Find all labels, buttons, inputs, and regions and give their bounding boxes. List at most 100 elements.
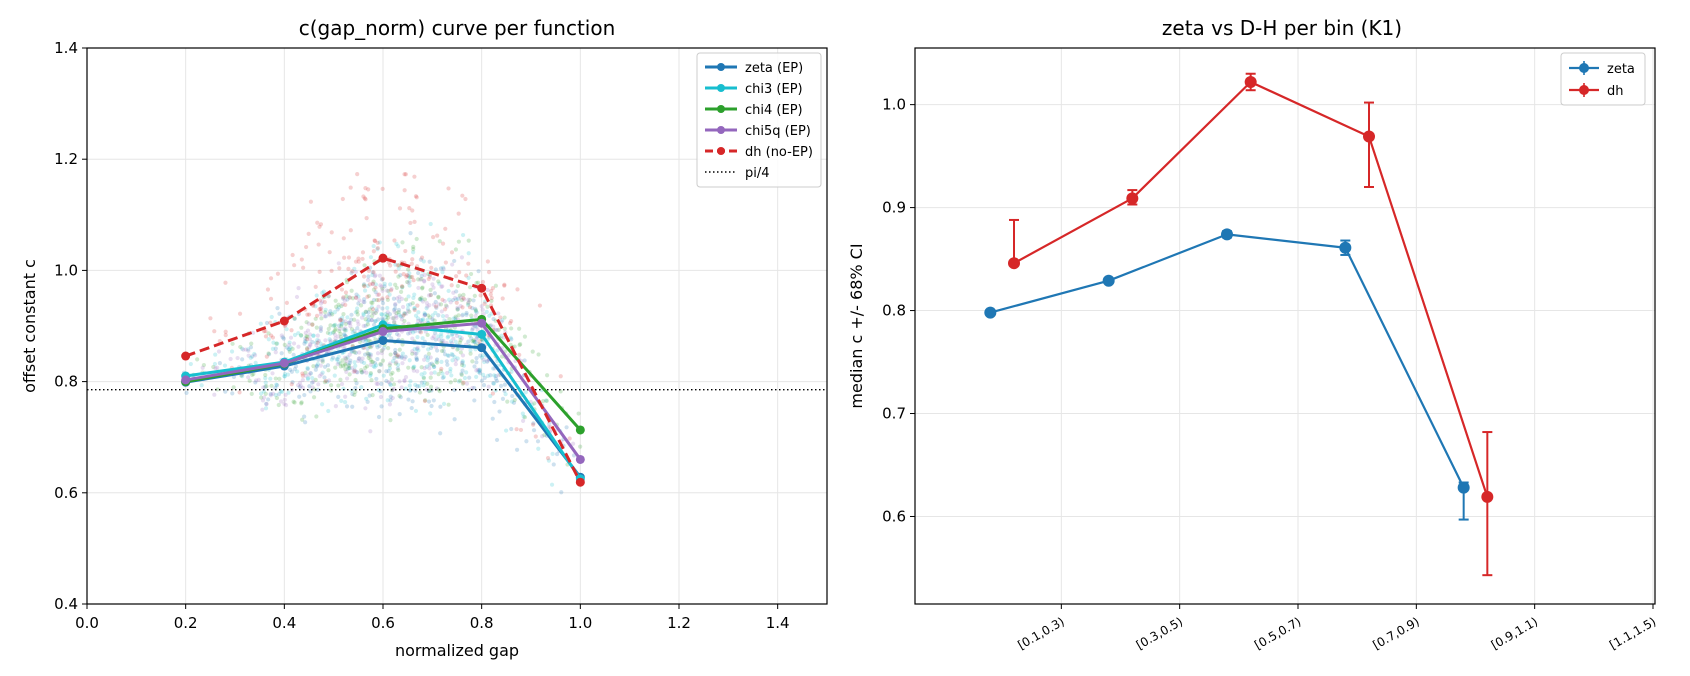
scatter-point bbox=[551, 462, 556, 467]
scatter-point bbox=[411, 244, 416, 250]
scatter-point bbox=[412, 292, 417, 297]
scatter-point bbox=[306, 231, 311, 236]
scatter-point bbox=[421, 259, 426, 264]
scatter-point bbox=[434, 357, 440, 362]
scatter-point bbox=[282, 401, 287, 406]
scatter-point bbox=[329, 268, 334, 273]
scatter-point bbox=[374, 376, 379, 382]
legend-swatch-marker bbox=[717, 105, 725, 113]
scatter-point bbox=[471, 338, 476, 343]
scatter-point bbox=[246, 353, 251, 358]
scatter-point bbox=[345, 297, 350, 302]
scatter-point bbox=[362, 297, 367, 302]
scatter-point bbox=[371, 243, 376, 249]
scatter-point bbox=[366, 274, 371, 279]
scatter-point bbox=[396, 244, 401, 249]
scatter-point bbox=[491, 316, 496, 322]
scatter-point bbox=[339, 381, 345, 387]
scatter-point bbox=[416, 285, 421, 291]
scatter-point bbox=[414, 357, 419, 362]
series-point bbox=[984, 306, 997, 319]
scatter-point bbox=[343, 361, 348, 366]
scatter-point bbox=[318, 306, 323, 312]
scatter-point bbox=[441, 348, 446, 354]
right-legend: zeta dh bbox=[1560, 52, 1646, 106]
scatter-point bbox=[393, 303, 398, 308]
scatter-point bbox=[460, 313, 465, 318]
scatter-point bbox=[348, 320, 353, 326]
scatter-point bbox=[379, 404, 384, 409]
scatter-point bbox=[414, 195, 419, 200]
scatter-point bbox=[443, 307, 448, 312]
scatter-point bbox=[395, 296, 400, 301]
scatter-point bbox=[483, 299, 488, 304]
scatter-point bbox=[338, 364, 343, 369]
scatter-point bbox=[274, 341, 279, 346]
scatter-point bbox=[433, 310, 438, 315]
scatter-point bbox=[325, 330, 331, 335]
scatter-point bbox=[472, 364, 477, 369]
scatter-point bbox=[212, 329, 217, 334]
scatter-point bbox=[515, 287, 520, 292]
scatter-point bbox=[320, 299, 325, 304]
scatter-point bbox=[318, 341, 323, 346]
scatter-point bbox=[544, 373, 550, 378]
scatter-point bbox=[396, 368, 401, 373]
scatter-point bbox=[490, 416, 495, 421]
left-y-axis-label: offset constant c bbox=[20, 259, 39, 393]
scatter-point bbox=[530, 349, 535, 354]
scatter-point bbox=[468, 351, 473, 356]
scatter-point bbox=[251, 330, 256, 335]
scatter-point bbox=[347, 372, 352, 377]
scatter-point bbox=[359, 367, 364, 373]
scatter-point bbox=[249, 341, 254, 346]
scatter-point bbox=[406, 280, 411, 285]
scatter-point bbox=[282, 371, 288, 376]
scatter-point bbox=[460, 312, 465, 317]
scatter-point bbox=[400, 361, 405, 366]
scatter-point bbox=[328, 338, 333, 343]
scatter-point bbox=[372, 364, 377, 370]
scatter-point bbox=[334, 304, 339, 309]
scatter-point bbox=[366, 310, 371, 315]
scatter-point bbox=[363, 186, 368, 191]
scatter-point bbox=[409, 261, 414, 266]
scatter-point bbox=[540, 434, 545, 439]
scatter-point bbox=[469, 313, 474, 318]
scatter-point bbox=[397, 354, 402, 359]
scatter-point bbox=[368, 352, 373, 357]
series-point bbox=[378, 327, 388, 337]
scatter-point bbox=[349, 317, 354, 322]
scatter-point bbox=[433, 304, 439, 309]
scatter-point bbox=[300, 371, 305, 376]
scatter-point bbox=[482, 375, 487, 380]
scatter-point bbox=[253, 380, 258, 385]
scatter-point bbox=[364, 216, 369, 221]
scatter-point bbox=[366, 268, 371, 274]
scatter-point bbox=[287, 349, 292, 354]
scatter-point bbox=[367, 307, 372, 312]
scatter-point bbox=[394, 354, 400, 359]
scatter-point bbox=[438, 302, 444, 307]
scatter-point bbox=[417, 383, 422, 389]
right-x-ticks: [0.1,0.3) [0.3,0.5) [0.5,0.7) [0.7,0.9) [0.9… bbox=[1015, 604, 1659, 652]
scatter-point bbox=[447, 297, 452, 302]
scatter-point bbox=[251, 371, 256, 377]
scatter-point bbox=[347, 295, 352, 300]
scatter-point bbox=[522, 334, 528, 339]
scatter-point bbox=[333, 404, 338, 409]
left-y-tick-label: 0.6 bbox=[54, 484, 78, 502]
scatter-point bbox=[366, 187, 371, 192]
scatter-point bbox=[273, 346, 278, 351]
scatter-point bbox=[396, 354, 401, 359]
scatter-point bbox=[359, 303, 364, 308]
scatter-point bbox=[430, 313, 435, 318]
scatter-point bbox=[460, 193, 465, 198]
scatter-point bbox=[377, 343, 382, 349]
scatter-point bbox=[361, 282, 367, 287]
scatter-point bbox=[310, 339, 315, 345]
scatter-point bbox=[260, 407, 265, 412]
scatter-point bbox=[432, 364, 437, 369]
scatter-point bbox=[240, 357, 245, 362]
right-x-tick-label: [0.9,1.1) bbox=[1489, 614, 1540, 652]
